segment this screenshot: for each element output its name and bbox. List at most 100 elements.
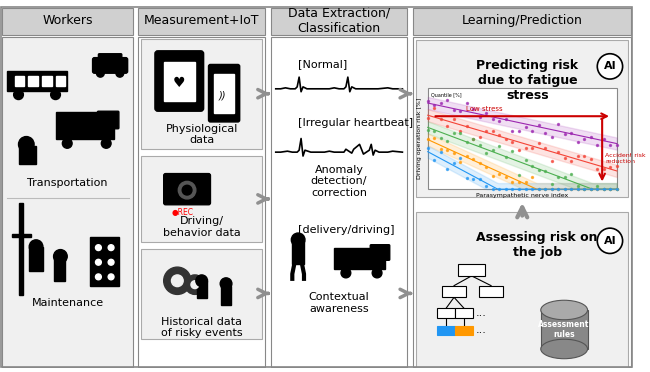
Point	[560, 131, 570, 137]
FancyBboxPatch shape	[437, 326, 455, 335]
Point	[520, 157, 530, 163]
Circle shape	[53, 250, 67, 263]
Circle shape	[62, 138, 72, 148]
Text: ●REC: ●REC	[171, 208, 193, 217]
Point	[579, 186, 590, 192]
Point	[573, 140, 583, 145]
Point	[474, 176, 485, 182]
Point	[500, 186, 511, 192]
Circle shape	[372, 268, 382, 278]
Point	[481, 164, 491, 170]
FancyBboxPatch shape	[370, 245, 390, 260]
Point	[579, 186, 590, 192]
FancyBboxPatch shape	[92, 58, 127, 73]
Point	[494, 132, 504, 138]
Ellipse shape	[541, 339, 588, 359]
Point	[455, 159, 465, 165]
Point	[605, 186, 616, 192]
FancyBboxPatch shape	[197, 281, 207, 298]
Point	[566, 131, 577, 137]
FancyBboxPatch shape	[6, 71, 67, 91]
Point	[462, 123, 472, 129]
FancyBboxPatch shape	[455, 326, 473, 335]
Point	[448, 116, 459, 122]
Point	[547, 186, 557, 192]
Point	[514, 147, 524, 153]
Text: ♥: ♥	[173, 76, 185, 90]
Text: [Normal]: [Normal]	[298, 60, 347, 70]
Point	[605, 186, 616, 192]
Point	[605, 142, 616, 148]
FancyBboxPatch shape	[334, 248, 385, 269]
Point	[507, 139, 517, 145]
Point	[566, 186, 577, 192]
Point	[612, 186, 622, 192]
Circle shape	[96, 245, 101, 251]
Point	[500, 174, 511, 180]
Circle shape	[191, 281, 199, 289]
Point	[599, 186, 609, 192]
FancyBboxPatch shape	[155, 51, 203, 111]
Point	[422, 127, 433, 133]
Text: Quantile [%]: Quantile [%]	[431, 93, 462, 98]
Point	[612, 186, 622, 192]
Circle shape	[178, 182, 196, 199]
FancyBboxPatch shape	[138, 37, 265, 366]
Circle shape	[185, 275, 205, 294]
FancyBboxPatch shape	[12, 234, 31, 237]
Point	[540, 130, 551, 136]
Circle shape	[101, 138, 111, 148]
Text: Maintenance: Maintenance	[32, 298, 104, 308]
FancyBboxPatch shape	[271, 8, 408, 35]
Point	[436, 116, 446, 122]
FancyBboxPatch shape	[416, 212, 629, 366]
Circle shape	[116, 69, 124, 77]
Point	[586, 134, 596, 140]
Text: Learning/Prediction: Learning/Prediction	[462, 14, 582, 27]
Point	[468, 176, 478, 182]
Point	[481, 183, 491, 189]
FancyBboxPatch shape	[98, 111, 119, 129]
Point	[592, 186, 603, 192]
Point	[534, 186, 544, 192]
Point	[534, 122, 544, 128]
Point	[534, 167, 544, 173]
FancyBboxPatch shape	[90, 237, 119, 286]
Point	[448, 150, 459, 156]
Point	[436, 135, 446, 141]
FancyBboxPatch shape	[428, 88, 617, 189]
Point	[514, 172, 524, 178]
Point	[474, 160, 485, 166]
Point	[527, 128, 538, 134]
Circle shape	[108, 259, 114, 265]
Text: Measurement+IoT: Measurement+IoT	[144, 14, 259, 27]
Text: Parasympathetic nerve index: Parasympathetic nerve index	[476, 193, 568, 198]
Point	[455, 108, 465, 114]
Point	[560, 154, 570, 160]
Point	[566, 158, 577, 164]
Point	[547, 186, 557, 192]
Point	[494, 171, 504, 177]
Point	[560, 186, 570, 192]
Text: Driving/
behavior data: Driving/ behavior data	[162, 217, 240, 238]
Text: Workers: Workers	[42, 14, 93, 27]
Point	[553, 186, 564, 192]
Text: [delivery/driving]: [delivery/driving]	[298, 225, 395, 235]
FancyBboxPatch shape	[458, 264, 486, 276]
FancyBboxPatch shape	[443, 286, 466, 297]
Point	[514, 179, 524, 185]
FancyBboxPatch shape	[141, 39, 262, 149]
Point	[442, 166, 452, 172]
Text: AI: AI	[604, 236, 616, 246]
FancyBboxPatch shape	[20, 203, 23, 295]
Point	[507, 179, 517, 185]
Point	[520, 186, 530, 192]
Point	[553, 174, 564, 180]
FancyBboxPatch shape	[14, 76, 24, 86]
Circle shape	[597, 228, 623, 253]
Text: Contextual
awareness: Contextual awareness	[309, 292, 369, 314]
Point	[534, 186, 544, 192]
Circle shape	[597, 54, 623, 79]
FancyBboxPatch shape	[53, 256, 65, 281]
Text: Historical data
of risky events: Historical data of risky events	[161, 317, 242, 338]
